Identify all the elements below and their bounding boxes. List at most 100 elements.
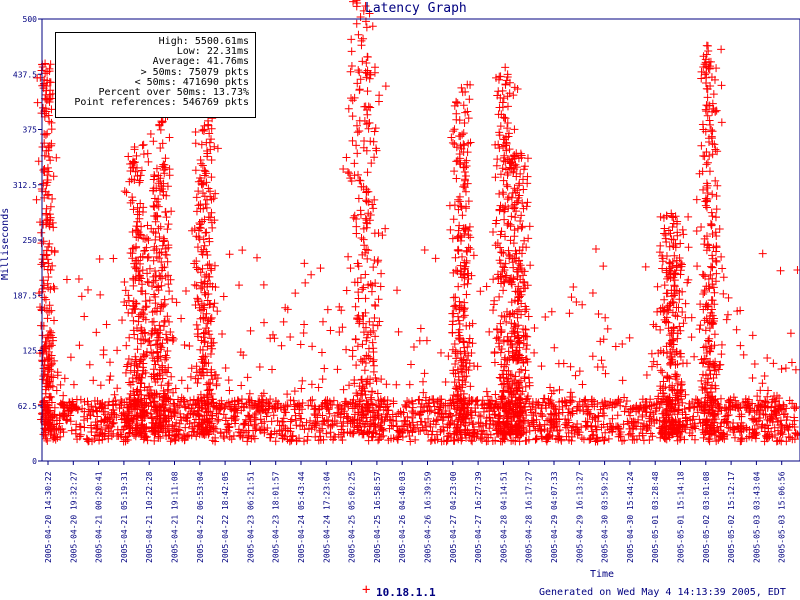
data-point <box>703 358 712 367</box>
data-point <box>350 159 359 168</box>
data-point <box>653 360 662 369</box>
data-point <box>358 57 367 66</box>
data-point <box>133 424 142 433</box>
data-point <box>706 347 715 356</box>
data-point <box>459 140 468 149</box>
data-point <box>755 403 764 412</box>
data-point <box>674 394 683 403</box>
data-point <box>139 305 148 314</box>
data-point <box>450 201 459 210</box>
data-point <box>697 223 706 232</box>
data-point <box>354 30 363 39</box>
data-point <box>511 393 520 402</box>
data-point <box>462 372 471 381</box>
data-point <box>699 343 708 352</box>
y-tick-label: 0 <box>32 457 37 466</box>
data-point <box>380 396 389 405</box>
data-point <box>193 265 202 274</box>
data-point <box>163 312 172 321</box>
data-point <box>523 394 532 403</box>
data-point <box>312 421 321 430</box>
data-point <box>281 303 290 312</box>
data-point <box>183 432 192 441</box>
data-point <box>669 219 678 228</box>
data-point <box>218 329 227 338</box>
data-point <box>151 276 160 285</box>
data-point <box>143 221 152 230</box>
data-point <box>462 321 471 330</box>
data-point <box>588 352 597 361</box>
data-point <box>490 296 499 305</box>
data-point <box>307 270 316 279</box>
data-point <box>144 278 153 287</box>
data-point <box>450 436 459 445</box>
data-point <box>207 341 216 350</box>
data-point <box>53 368 62 377</box>
data-point <box>461 108 470 117</box>
data-point <box>149 365 158 374</box>
data-point <box>673 360 682 369</box>
data-point <box>117 425 126 434</box>
data-point <box>732 325 741 334</box>
data-point <box>66 417 75 426</box>
data-point <box>703 101 712 110</box>
data-point <box>642 371 651 380</box>
data-point <box>375 317 384 326</box>
data-point <box>39 408 48 417</box>
data-point <box>370 68 379 77</box>
data-point <box>466 138 475 147</box>
data-point <box>126 366 135 375</box>
data-point <box>192 193 201 202</box>
data-point <box>509 168 518 177</box>
data-point <box>750 406 759 415</box>
data-point <box>194 201 203 210</box>
data-point <box>346 67 355 76</box>
data-point <box>457 358 466 367</box>
data-point <box>702 196 711 205</box>
data-point <box>39 179 48 188</box>
data-point <box>588 427 597 436</box>
data-point <box>462 246 471 255</box>
data-point <box>656 325 665 334</box>
data-point <box>359 319 368 328</box>
data-point <box>376 282 385 291</box>
x-tick-label: 2005-04-26 04:40:03 <box>398 471 407 563</box>
data-point <box>465 95 474 104</box>
data-point <box>500 394 509 403</box>
data-point <box>371 422 380 431</box>
data-point <box>748 399 757 408</box>
data-point <box>50 420 59 429</box>
data-point <box>163 386 172 395</box>
data-point <box>493 325 502 334</box>
data-point <box>681 313 690 322</box>
data-point <box>786 329 795 338</box>
data-point <box>46 94 55 103</box>
data-point <box>367 287 376 296</box>
data-point <box>722 418 731 427</box>
data-point <box>359 328 368 337</box>
data-point <box>457 203 466 211</box>
x-tick-label: 2005-04-28 04:14:51 <box>499 471 508 563</box>
data-point <box>513 339 522 348</box>
data-point <box>368 338 377 347</box>
data-point <box>308 342 317 351</box>
data-point <box>663 289 672 298</box>
data-point <box>370 195 379 204</box>
data-point <box>766 414 775 423</box>
data-point <box>700 240 709 249</box>
data-point <box>507 298 516 307</box>
data-point <box>512 267 521 276</box>
data-point <box>138 141 147 150</box>
data-point <box>488 437 497 446</box>
data-point <box>580 397 589 406</box>
data-point <box>203 319 212 328</box>
data-point <box>663 305 672 314</box>
data-point <box>460 311 469 320</box>
data-point <box>494 404 503 413</box>
data-point <box>345 169 354 178</box>
data-point <box>66 353 75 362</box>
data-point <box>693 262 702 271</box>
data-point <box>47 105 56 114</box>
data-point <box>671 311 680 320</box>
data-point <box>507 274 516 283</box>
